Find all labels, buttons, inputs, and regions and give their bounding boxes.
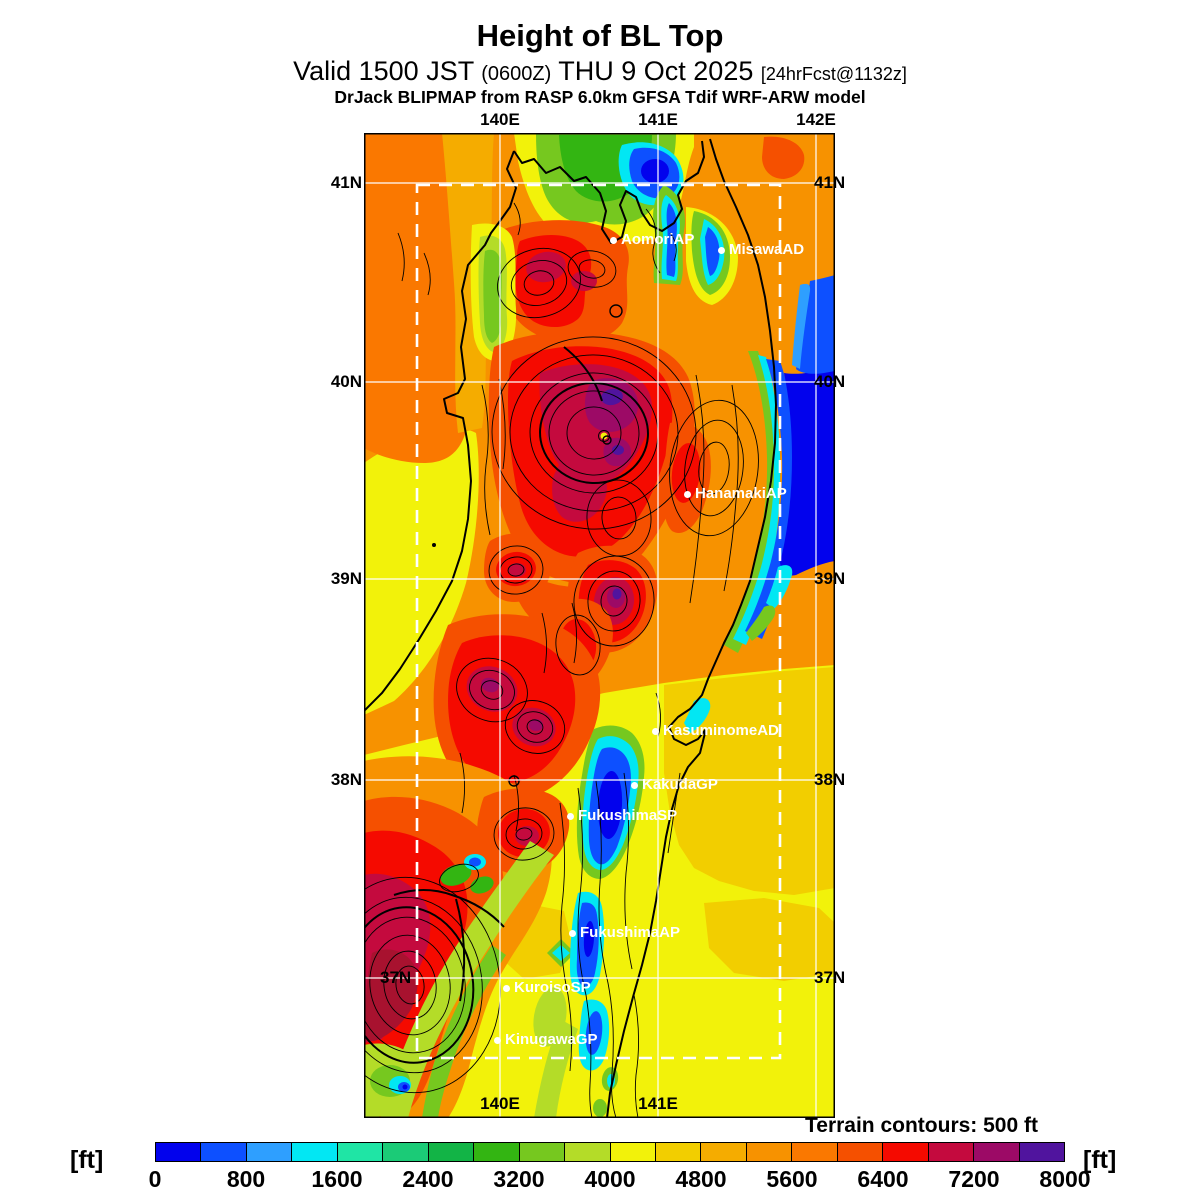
colorbar-cell	[837, 1143, 884, 1161]
lon-label-top: 142E	[796, 110, 836, 129]
colorbar-cell	[610, 1143, 656, 1161]
station-dot	[493, 1036, 501, 1044]
station-dot	[717, 246, 725, 254]
colorbar-tick: 8000	[1039, 1166, 1091, 1192]
lat-label-left: 37N	[380, 968, 412, 987]
station-dot	[651, 727, 659, 735]
lat-label-left: 41N	[330, 173, 362, 192]
map-panel: AomoriAP MisawaAD HanamakiAP KasuminomeAD Ka…	[364, 133, 835, 1118]
station-label: KuroisoSP	[514, 978, 591, 996]
lat-label-left: 38N	[330, 770, 362, 789]
colorbar-cell	[1019, 1143, 1065, 1161]
colorbar-tick: 0	[148, 1166, 162, 1192]
model-line: DrJack BLIPMAP from RASP 6.0km GFSA Tdif…	[334, 87, 866, 107]
colorbar-cell	[701, 1143, 747, 1161]
station-label: MisawaAD	[729, 240, 805, 258]
station-label: AomoriAP	[621, 230, 695, 248]
station-label: FukushimaSP	[578, 806, 678, 824]
lat-label-left: 39N	[330, 569, 362, 588]
lon-label-top: 141E	[638, 110, 678, 129]
colorbar-tick: 3200	[493, 1166, 545, 1192]
colorbar-cell	[156, 1143, 202, 1161]
colorbar-tick: 800	[226, 1166, 266, 1192]
colorbar-cell	[655, 1143, 702, 1161]
inner-domain-outline	[415, 183, 782, 1060]
station-label: FukushimaAP	[580, 923, 681, 941]
colorbar-cell	[792, 1143, 838, 1161]
colorbar-ticks: 0 800 1600 2400 3200 4000 4800 5600 6400 7200 8000	[149, 1166, 1091, 1192]
colorbar-cell	[292, 1143, 338, 1161]
colorbar-cell	[337, 1143, 384, 1161]
colorbar-cell	[428, 1143, 475, 1161]
colorbar-unit-left: [ft]	[70, 1146, 104, 1174]
station-dot	[609, 236, 617, 244]
station-dot	[630, 781, 638, 789]
lat-label-right: 40N	[814, 372, 846, 391]
colorbar-cell	[974, 1143, 1020, 1161]
colorbar-cell	[883, 1143, 929, 1161]
colorbar-tick: 4000	[584, 1166, 636, 1192]
lat-label-right: 38N	[814, 770, 846, 789]
station-dot	[568, 929, 576, 937]
colorbar-cell	[201, 1143, 247, 1161]
colorbar-tick: 2400	[402, 1166, 454, 1192]
lon-label-bottom: 140E	[480, 1094, 520, 1113]
colorbar-tick: 6400	[857, 1166, 909, 1192]
lat-label-right: 41N	[814, 173, 846, 192]
valid-prefix: Valid 1500 JST	[293, 56, 474, 86]
lat-label-right: 39N	[814, 569, 846, 588]
valid-forecast-tag: [24hrFcst@1132z]	[760, 64, 907, 84]
colorbar-tick: 5600	[766, 1166, 818, 1192]
station-label: KakudaGP	[642, 775, 718, 793]
valid-time-line: Valid 1500 JST (0600Z) THU 9 Oct 2025 [2…	[0, 56, 1200, 87]
colorbar-cell	[474, 1143, 520, 1161]
lat-label-right: 37N	[814, 968, 846, 987]
station-dot	[683, 490, 691, 498]
colorbar-cell	[565, 1143, 611, 1161]
station-label: HanamakiAP	[695, 484, 787, 502]
lon-label-bottom: 141E	[638, 1094, 678, 1113]
page-title: Height of BL Top	[476, 18, 724, 53]
valid-date: THU 9 Oct 2025	[558, 56, 754, 86]
blipmap-svg	[364, 133, 835, 1118]
station-dot	[566, 812, 574, 820]
colorbar	[155, 1142, 1065, 1162]
colorbar-tick: 7200	[948, 1166, 1000, 1192]
station-label: KasuminomeAD	[663, 721, 779, 739]
lat-label-left: 40N	[330, 372, 362, 391]
colorbar-tick: 4800	[675, 1166, 727, 1192]
terrain-note: Terrain contours: 500 ft	[805, 1114, 1038, 1137]
valid-zulu: (0600Z)	[481, 63, 552, 85]
colorbar-unit-right: [ft]	[1083, 1146, 1117, 1174]
colorbar-cell	[746, 1143, 793, 1161]
colorbar-cell	[519, 1143, 566, 1161]
colorbar-cell	[246, 1143, 293, 1161]
colorbar-cell	[928, 1143, 975, 1161]
colorbar-tick: 1600	[311, 1166, 363, 1192]
station-dot	[502, 984, 510, 992]
colorbar-cell	[383, 1143, 429, 1161]
lon-label-top: 140E	[480, 110, 520, 129]
station-label: KinugawaGP	[505, 1030, 598, 1048]
